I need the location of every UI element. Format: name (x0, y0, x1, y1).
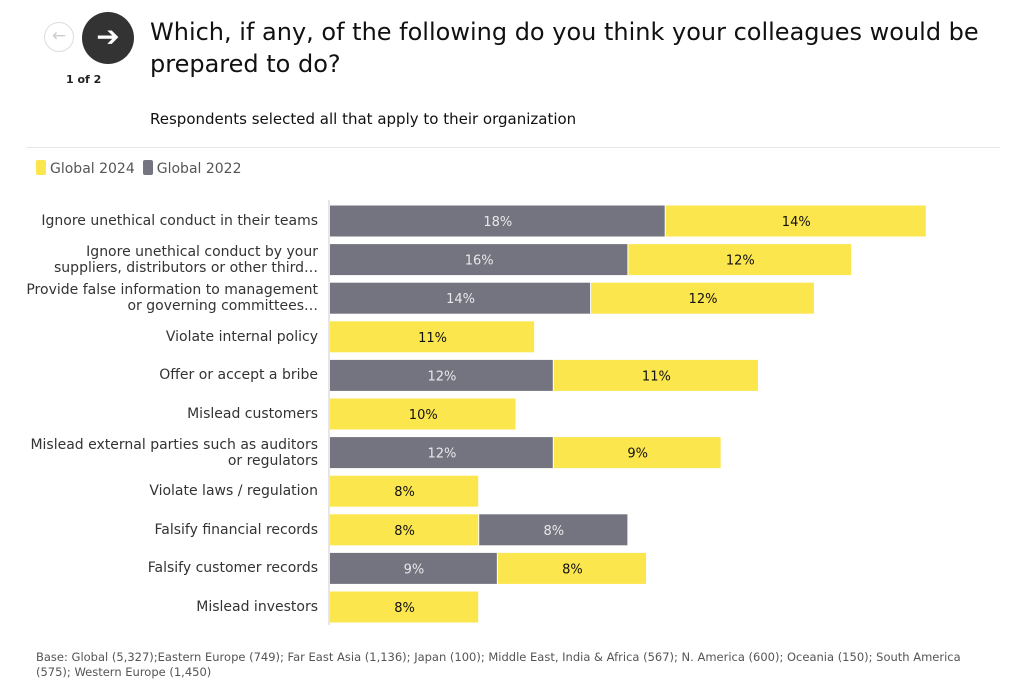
data-label: 11% (642, 369, 671, 384)
data-label: 11% (418, 331, 447, 346)
bar-global-2022[interactable] (330, 359, 553, 391)
category-label: Falsify customer records (147, 560, 318, 577)
bar-global-2024[interactable] (330, 475, 479, 507)
category-label: Ignore unethical conduct in their teams (41, 213, 318, 229)
bar-global-2024[interactable] (330, 398, 516, 430)
data-label: 8% (562, 562, 583, 577)
category-label: Mislead investors (196, 599, 318, 615)
chart-title: Which, if any, of the following do you t… (150, 18, 979, 78)
data-label: 8% (394, 524, 415, 539)
bar-global-2022[interactable] (479, 514, 628, 546)
legend: Global 2024 Global 2022 (36, 160, 242, 177)
data-label: 18% (483, 215, 512, 230)
data-label: 14% (782, 215, 811, 230)
category-label: Violate internal policy (165, 328, 318, 345)
data-label: 16% (465, 254, 494, 269)
category-label: Offer or accept a bribe (159, 367, 318, 384)
data-label: 8% (394, 601, 415, 616)
data-label: 8% (394, 485, 415, 500)
data-label: 8% (543, 524, 564, 539)
bar-global-2022[interactable] (330, 282, 591, 314)
category-label: Ignore unethical conduct by your supplie… (54, 243, 318, 276)
data-label: 9% (404, 562, 425, 577)
data-label: 10% (409, 408, 438, 423)
category-label: Mislead customers (187, 406, 318, 422)
category-label: Violate laws / regulation (149, 483, 318, 500)
arrow-right-icon: ➔ (96, 20, 120, 53)
divider (26, 147, 1000, 148)
data-label: 12% (427, 447, 456, 462)
data-label: 12% (427, 369, 456, 384)
legend-item-2022[interactable]: Global 2022 (142, 160, 242, 177)
bar-global-2024[interactable] (553, 359, 758, 391)
bar-global-2024[interactable] (665, 205, 926, 237)
legend-item-2024[interactable]: Global 2024 (36, 160, 135, 177)
arrow-left-icon: ← (51, 26, 67, 46)
bar-global-2022[interactable] (330, 437, 553, 469)
bar-global-2024[interactable] (330, 321, 535, 353)
data-label: 12% (689, 292, 718, 307)
bar-global-2022[interactable] (330, 552, 497, 584)
page-indicator: 1 of 2 (66, 73, 102, 86)
category-label: Provide false information to management … (26, 282, 318, 315)
bar-global-2024[interactable] (497, 552, 647, 584)
bar-global-2022[interactable] (330, 244, 628, 276)
bar-global-2024[interactable] (330, 514, 479, 546)
legend-swatch (36, 160, 46, 175)
bar-global-2024[interactable] (330, 591, 479, 623)
bar-global-2024[interactable] (628, 244, 852, 276)
bar-global-2024[interactable] (553, 437, 721, 469)
legend-swatch (142, 160, 153, 175)
data-label: 14% (446, 292, 475, 307)
bar-global-2024[interactable] (591, 282, 814, 314)
bar-global-2022[interactable] (330, 205, 665, 237)
category-label: Falsify financial records (154, 521, 318, 538)
data-label: 12% (726, 254, 755, 269)
footnote: Base: Global (5,327);Eastern Europe (749… (36, 650, 961, 679)
chart-subtitle: Respondents selected all that apply to t… (150, 110, 577, 128)
previous-button[interactable]: ← (44, 22, 74, 52)
category-label: Mislead external parties such as auditor… (30, 436, 318, 469)
data-label: 9% (627, 447, 648, 462)
next-button[interactable]: ➔ (82, 12, 134, 64)
